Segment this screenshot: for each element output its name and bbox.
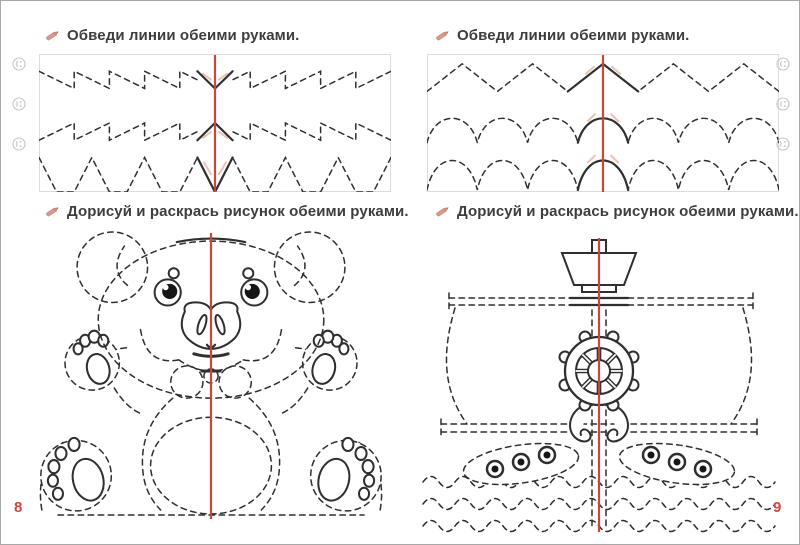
sailing-ship-drawing	[422, 238, 776, 533]
sad-face-icon	[776, 137, 790, 151]
tracing-grid-left	[39, 54, 391, 192]
pencil-icon	[46, 206, 59, 216]
pencil-icon	[436, 206, 449, 216]
tracing-grid-right	[427, 54, 779, 192]
page-number: 8	[14, 499, 23, 516]
task-instruction-2: Дорисуй и раскрась рисунок обеими руками…	[433, 203, 799, 220]
neutral-face-icon	[12, 97, 26, 111]
page-number: 9	[773, 499, 782, 516]
eyes	[153, 278, 269, 307]
teddy-bear-drawing	[39, 231, 383, 519]
task-instruction-1: Обведи линии обеими руками.	[43, 27, 299, 44]
task-instruction-text: Обведи линии обеими руками.	[67, 27, 300, 44]
hull	[462, 442, 736, 486]
pencil-icon	[46, 30, 59, 40]
mast	[591, 309, 607, 530]
task-instruction-2: Дорисуй и раскрась рисунок обеими руками…	[43, 203, 409, 220]
task-instruction-text: Обведи линии обеими руками.	[457, 27, 690, 44]
task-instruction-text: Дорисуй и раскрась рисунок обеими руками…	[67, 203, 409, 220]
eyebrow	[167, 267, 180, 280]
neutral-face-icon	[776, 97, 790, 111]
page-8: Обведи линии обеими руками.	[1, 1, 409, 544]
pencil-icon	[436, 30, 449, 40]
page-9: Обведи линии обеими руками.	[401, 1, 799, 544]
mitt-pads	[72, 329, 350, 385]
task-instruction-text: Дорисуй и раскрась рисунок обеими руками…	[457, 203, 799, 220]
portholes	[485, 445, 713, 479]
foot-pads	[46, 436, 376, 502]
happy-face-icon	[12, 57, 26, 71]
sad-face-icon	[12, 137, 26, 151]
scroll-ornaments	[569, 403, 629, 443]
happy-face-icon	[776, 57, 790, 71]
eyebrow	[242, 267, 255, 280]
traced-example-row3	[196, 156, 234, 192]
task-instruction-1: Обведи линии обеими руками.	[433, 27, 689, 44]
